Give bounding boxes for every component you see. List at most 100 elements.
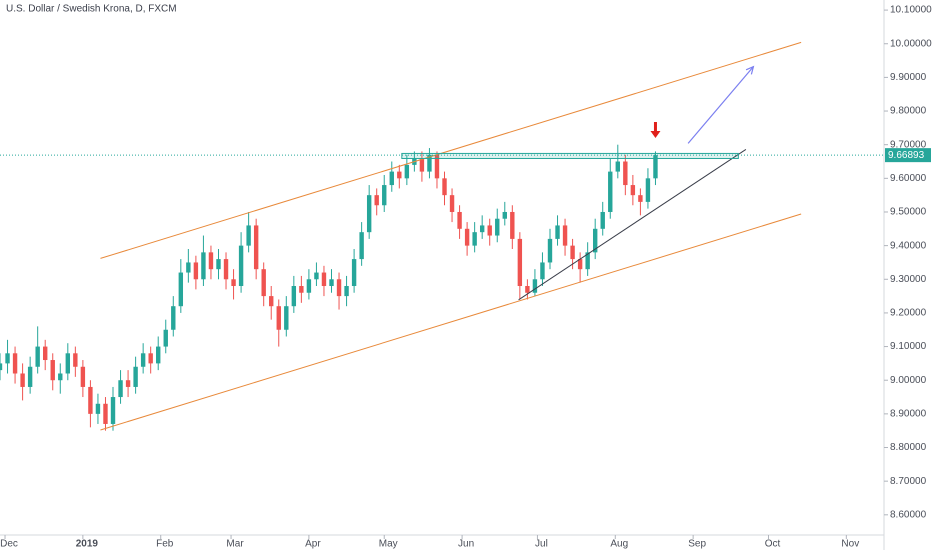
candle-body: [291, 286, 297, 307]
y-tick-label: 10.00000: [890, 38, 932, 49]
y-tick-label: 9.20000: [890, 308, 927, 319]
last-price-box: [885, 148, 931, 163]
candle-body: [532, 279, 538, 293]
candle-body: [457, 211, 462, 229]
candle-body: [20, 373, 25, 387]
candle-body: [103, 403, 108, 424]
candle-body: [382, 185, 387, 206]
candle-body: [223, 259, 229, 280]
candle-body: [404, 164, 410, 179]
projection-arrow: [687, 66, 754, 144]
candle-body: [27, 366, 33, 387]
x-tick-label: Apr: [305, 539, 321, 550]
candle-body: [0, 363, 3, 371]
candle-body: [238, 245, 244, 287]
candle-body: [148, 353, 153, 364]
candle-body: [261, 269, 266, 297]
projection-arrow-head: [745, 65, 755, 75]
candle-body: [208, 252, 214, 270]
candle-body: [73, 353, 78, 367]
candle-body: [344, 286, 349, 297]
candle-body: [5, 353, 10, 364]
y-tick-label: 9.10000: [890, 341, 927, 352]
candle-body: [336, 279, 342, 297]
chart-title: U.S. Dollar / Swedish Krona, D, FXCM: [6, 4, 177, 15]
y-tick-label: 8.80000: [890, 442, 927, 453]
candle-body: [427, 154, 432, 172]
candle-body: [374, 195, 379, 206]
lower-channel: [100, 213, 802, 431]
candle-body: [653, 155, 658, 179]
candle-body: [35, 346, 40, 367]
y-tick-label: 9.60000: [890, 173, 927, 184]
candle-body: [547, 238, 553, 263]
y-tick-label: 8.90000: [890, 409, 927, 420]
x-tick-label: Mar: [226, 539, 244, 550]
x-tick-label: May: [379, 539, 398, 550]
candle-body: [495, 218, 500, 236]
candle-body: [231, 279, 236, 287]
candle-body: [555, 225, 560, 239]
candle-body: [434, 154, 440, 179]
candle-body: [517, 238, 523, 287]
y-tick-label: 9.70000: [890, 139, 927, 150]
candle-body: [110, 397, 116, 424]
y-tick-label: 10.10000: [890, 5, 932, 16]
y-tick-label: 8.70000: [890, 476, 927, 487]
candle-body: [600, 211, 605, 229]
x-tick-label: Aug: [610, 539, 628, 550]
candle-body: [171, 306, 176, 330]
candle-body: [118, 380, 123, 398]
candle-body: [623, 161, 628, 186]
candle-body: [140, 353, 146, 367]
candle-body: [201, 252, 206, 280]
candle-body: [540, 262, 545, 280]
y-tick-label: 9.80000: [890, 106, 927, 117]
candle-body: [577, 259, 583, 270]
x-tick-label: Sep: [688, 539, 706, 550]
x-tick-label: Feb: [156, 539, 174, 550]
candle-body: [487, 225, 492, 236]
candle-body: [510, 211, 515, 239]
candle-body: [638, 195, 643, 202]
candle-body: [299, 286, 304, 293]
candle-body: [80, 366, 86, 387]
candle-body: [585, 252, 590, 270]
candle-body: [562, 225, 568, 246]
y-tick-label: 9.40000: [890, 240, 927, 251]
x-tick-label: Oct: [765, 539, 781, 550]
candle-body: [351, 259, 357, 287]
candle-body: [449, 195, 455, 212]
y-tick-label: 9.50000: [890, 207, 927, 218]
candle-body: [269, 296, 274, 307]
upper-channel: [100, 41, 802, 259]
candle-body: [359, 232, 364, 260]
candle-body: [592, 228, 598, 253]
candle-body: [284, 306, 289, 330]
x-tick-label: Dec: [0, 539, 18, 550]
candle-body: [88, 386, 93, 414]
x-tick-label: Jul: [535, 539, 548, 550]
last-price-label: 9.66893: [888, 150, 925, 161]
candle-body: [193, 262, 199, 280]
candle-body: [419, 158, 425, 172]
candle-body: [397, 171, 402, 179]
candle-body: [12, 353, 18, 374]
candle-body: [306, 279, 312, 293]
candle-body: [630, 185, 636, 196]
candle-body: [65, 353, 71, 374]
candle-body: [276, 306, 281, 330]
candle-body: [472, 232, 477, 246]
candle-body: [366, 195, 372, 233]
x-tick-label: Nov: [841, 539, 859, 550]
support-line: [518, 148, 747, 301]
candle-body: [125, 380, 131, 387]
candle-body: [608, 171, 613, 212]
candle-body: [156, 346, 161, 364]
y-tick-label: 9.90000: [890, 72, 927, 83]
candle-body: [253, 225, 259, 270]
resistance-box: [401, 152, 739, 159]
